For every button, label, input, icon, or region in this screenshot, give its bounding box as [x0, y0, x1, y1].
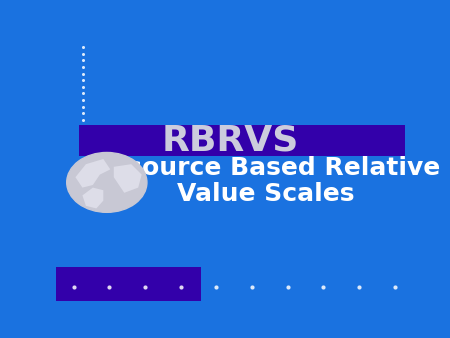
Polygon shape	[82, 188, 104, 209]
Bar	[56, 267, 201, 301]
Circle shape	[67, 152, 147, 212]
Bar	[79, 125, 405, 156]
Polygon shape	[114, 164, 142, 193]
Text: Value Scales: Value Scales	[177, 182, 354, 206]
Text: Resource Based Relative: Resource Based Relative	[91, 156, 440, 180]
Text: RBRVS: RBRVS	[162, 124, 299, 158]
Polygon shape	[76, 159, 110, 188]
